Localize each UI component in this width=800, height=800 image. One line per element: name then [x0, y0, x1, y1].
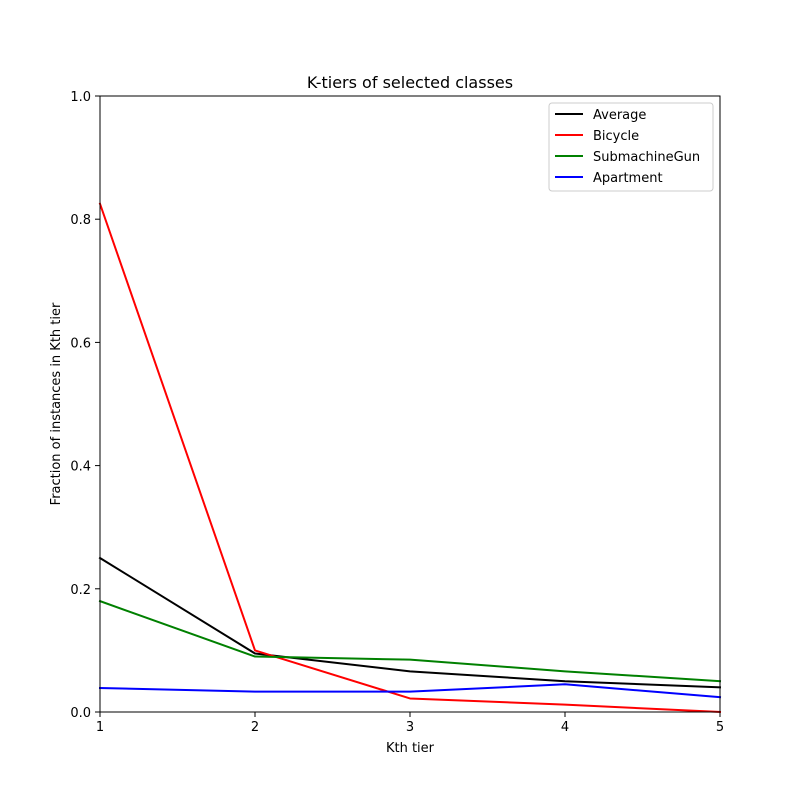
y-axis: 0.0 0.2 0.4 0.6 0.8 1.0: [70, 90, 100, 721]
x-tick-label: 2: [251, 720, 259, 735]
x-axis: 1 2 3 4 5: [96, 712, 724, 735]
x-tick-label: 1: [96, 720, 104, 735]
series-line-bicycle: [98, 202, 722, 714]
y-tick-label: 0.2: [70, 583, 91, 598]
series-group: [98, 202, 722, 714]
y-axis-label: Fraction of instances in Kth tier: [49, 302, 64, 505]
legend-entry: Average: [593, 108, 646, 123]
x-tick-label: 5: [716, 720, 724, 735]
legend-entry: Bicycle: [593, 129, 639, 144]
legend: Average Bicycle SubmachineGun Apartment: [548, 102, 714, 192]
y-tick-label: 0.4: [70, 460, 91, 475]
y-tick-label: 0.6: [70, 336, 91, 351]
series-line-average: [98, 556, 722, 689]
series-line-submachinegun: [98, 599, 722, 683]
y-tick-label: 1.0: [70, 90, 91, 105]
chart-title: K-tiers of selected classes: [307, 73, 513, 92]
legend-entry: SubmachineGun: [593, 150, 700, 165]
legend-frame: [548, 102, 714, 192]
x-tick-label: 4: [561, 720, 569, 735]
x-axis-label: Kth tier: [386, 741, 435, 756]
y-tick-label: 0.8: [70, 213, 91, 228]
series-line-apartment: [98, 683, 722, 699]
plot-area: [100, 96, 720, 712]
legend-entry: Apartment: [593, 171, 663, 186]
x-tick-label: 3: [406, 720, 414, 735]
y-tick-label: 0.0: [70, 706, 91, 721]
